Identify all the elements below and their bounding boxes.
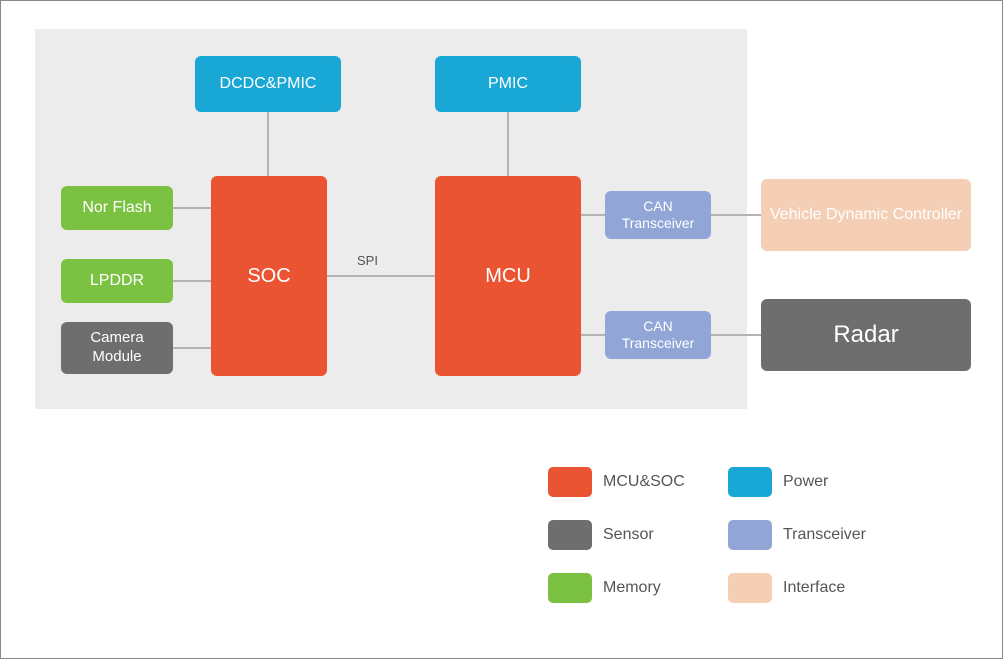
node-label: Nor Flash	[82, 198, 151, 218]
node-lpddr: LPDDR	[61, 259, 173, 303]
legend-label-memory: Memory	[603, 579, 661, 597]
legend-swatch-interface	[728, 573, 772, 603]
legend-swatch-sensor	[548, 520, 592, 550]
legend-label-transceiver: Transceiver	[783, 526, 866, 544]
node-label: CAN Transceiver	[609, 318, 707, 353]
node-mcu: MCU	[435, 176, 581, 376]
node-soc: SOC	[211, 176, 327, 376]
legend-swatch-memory	[548, 573, 592, 603]
edge-segment	[173, 280, 211, 282]
edge-segment	[173, 207, 211, 209]
legend-swatch-mcu_soc	[548, 467, 592, 497]
edge-segment	[173, 347, 211, 349]
node-can2: CAN Transceiver	[605, 311, 711, 359]
node-vdc: Vehicle Dynamic Controller	[761, 179, 971, 251]
node-label: Vehicle Dynamic Controller	[770, 205, 962, 225]
edge-segment	[581, 334, 605, 336]
legend-swatch-transceiver	[728, 520, 772, 550]
legend-label-sensor: Sensor	[603, 526, 654, 544]
edge-segment	[507, 112, 509, 176]
node-radar: Radar	[761, 299, 971, 371]
node-label: MCU	[485, 264, 531, 289]
node-label: SOC	[247, 264, 290, 289]
legend-label-interface: Interface	[783, 579, 845, 597]
legend-label-power: Power	[783, 473, 828, 491]
legend-swatch-power	[728, 467, 772, 497]
edge-label-spi: SPI	[357, 253, 378, 268]
edge-segment	[327, 275, 435, 277]
node-camera: Camera Module	[61, 322, 173, 374]
node-label: CAN Transceiver	[609, 198, 707, 233]
node-label: PMIC	[488, 74, 528, 94]
node-can1: CAN Transceiver	[605, 191, 711, 239]
node-nor_flash: Nor Flash	[61, 186, 173, 230]
edge-segment	[711, 334, 761, 336]
node-pmic: PMIC	[435, 56, 581, 112]
edge-segment	[581, 214, 605, 216]
node-label: Camera Module	[65, 329, 169, 367]
diagram-canvas: SPI DCDC&PMIC PMIC Nor Flash LPDDR Camera Mod…	[0, 0, 1003, 659]
legend-label-mcu_soc: MCU&SOC	[603, 473, 685, 491]
node-label: LPDDR	[90, 271, 144, 291]
edge-segment	[267, 112, 269, 176]
node-dcdc_pmic: DCDC&PMIC	[195, 56, 341, 112]
node-label: DCDC&PMIC	[220, 74, 317, 94]
node-label: Radar	[833, 320, 898, 350]
edge-segment	[711, 214, 761, 216]
